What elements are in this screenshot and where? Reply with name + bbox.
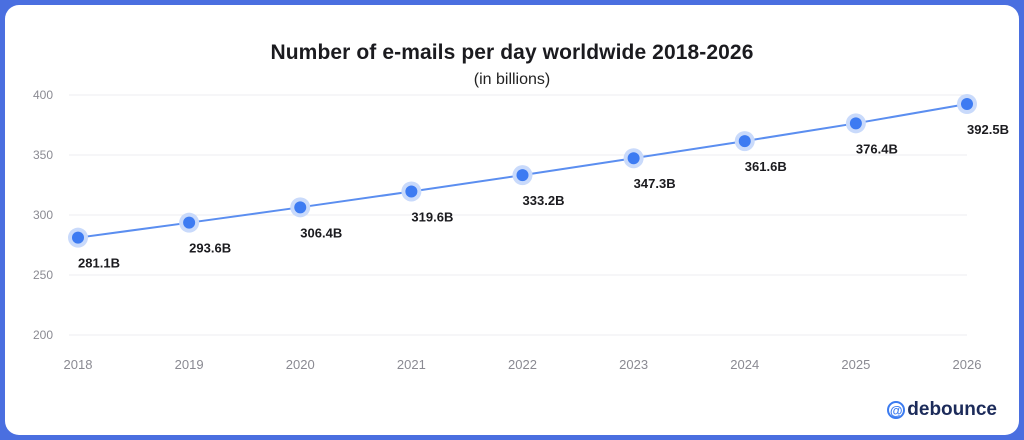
data-label: 281.1B	[78, 256, 120, 271]
line-chart: 200 250 300 350 400 2018 2019 2020 2021 2022 2023…	[33, 88, 1009, 372]
y-tick-label: 250	[33, 268, 53, 282]
data-label: 319.6B	[411, 209, 453, 224]
x-tick-label: 2025	[841, 357, 870, 372]
x-tick-label: 2018	[64, 357, 93, 372]
x-axis: 2018 2019 2020 2021 2022 2023 2024 2025 2026	[64, 357, 982, 372]
at-icon: @	[887, 401, 906, 419]
data-point	[405, 185, 418, 198]
x-tick-label: 2020	[286, 357, 315, 372]
data-labels: 281.1B 293.6B 306.4B 319.6B 333.2B 347.3B 361.…	[78, 122, 1009, 271]
x-tick-label: 2026	[953, 357, 982, 372]
data-label: 361.6B	[745, 159, 787, 174]
x-tick-label: 2024	[730, 357, 759, 372]
data-point	[183, 216, 196, 229]
x-tick-label: 2022	[508, 357, 537, 372]
data-label: 333.2B	[523, 193, 565, 208]
data-point	[516, 169, 529, 182]
x-tick-label: 2023	[619, 357, 648, 372]
data-label: 293.6B	[189, 241, 231, 256]
series-markers	[68, 94, 977, 248]
x-tick-label: 2019	[175, 357, 204, 372]
chart-card: Number of e-mails per day worldwide 2018…	[5, 5, 1019, 435]
y-tick-label: 300	[33, 208, 53, 222]
brand-name: debounce	[907, 399, 997, 420]
data-point	[627, 152, 640, 165]
data-point	[849, 117, 862, 130]
y-tick-label: 200	[33, 328, 53, 342]
data-label: 306.4B	[300, 225, 342, 240]
data-label: 376.4B	[856, 141, 898, 156]
chart-title: Number of e-mails per day worldwide 2018…	[270, 41, 754, 64]
data-point	[961, 98, 973, 110]
data-point	[72, 231, 84, 244]
data-point	[294, 201, 307, 214]
data-point	[738, 135, 751, 148]
chart-subtitle: (in billions)	[473, 71, 551, 88]
y-tick-label: 350	[33, 148, 53, 162]
data-label: 392.5B	[967, 122, 1009, 137]
grid-lines	[69, 94, 967, 336]
y-axis: 200 250 300 350 400	[33, 88, 53, 342]
data-label: 347.3B	[634, 176, 676, 191]
brand-logo: @ debounce	[887, 399, 997, 421]
y-tick-label: 400	[33, 88, 53, 102]
x-tick-label: 2021	[397, 357, 426, 372]
